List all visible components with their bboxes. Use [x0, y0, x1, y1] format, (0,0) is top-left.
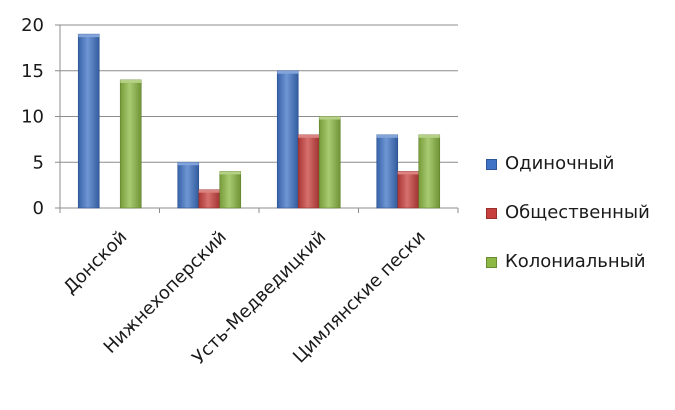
- bar-cap: [219, 171, 241, 175]
- bar-cap: [277, 70, 299, 74]
- bar-3-0: [376, 134, 399, 209]
- bar-cap: [198, 189, 220, 193]
- bar-cap: [376, 134, 398, 138]
- legend-item-social: Общественный: [486, 201, 650, 225]
- legend-item-colonial: Колониальный: [486, 250, 650, 274]
- bar-cap: [120, 79, 142, 83]
- y-tick-label: 10: [21, 107, 44, 128]
- legend-label-single: Одиночный: [505, 153, 615, 174]
- bar-cap: [177, 162, 199, 166]
- bars: [77, 33, 441, 209]
- y-tick-label: 0: [33, 198, 44, 219]
- legend: Одиночный Общественный Колониальный: [486, 152, 650, 299]
- bar-2-1: [297, 134, 320, 209]
- legend-swatch-colonial: [486, 256, 497, 268]
- legend-label-colonial: Колониальный: [505, 251, 646, 272]
- bar-cap: [78, 34, 100, 38]
- bar-0-0: [77, 33, 100, 209]
- legend-swatch-single: [486, 158, 497, 170]
- bar-0-2: [119, 79, 142, 209]
- y-tick-label: 15: [21, 61, 44, 82]
- bar-cap: [418, 134, 440, 138]
- bar-cap: [298, 134, 320, 138]
- gridlines: [60, 24, 458, 163]
- bar-1-0: [177, 161, 200, 209]
- y-tick-label: 5: [33, 152, 44, 173]
- bar-1-2: [219, 171, 242, 209]
- legend-swatch-social: [486, 207, 497, 219]
- bar-3-2: [418, 134, 441, 209]
- bar-2-2: [318, 116, 341, 209]
- legend-label-social: Общественный: [505, 202, 650, 223]
- legend-item-single: Одиночный: [486, 152, 650, 176]
- bar-cap: [319, 116, 341, 120]
- bar-cap: [397, 171, 419, 175]
- bar-2-0: [276, 70, 299, 209]
- bar-3-1: [397, 171, 420, 209]
- x-category-label: Донской: [60, 227, 132, 299]
- y-tick-label: 20: [21, 15, 44, 36]
